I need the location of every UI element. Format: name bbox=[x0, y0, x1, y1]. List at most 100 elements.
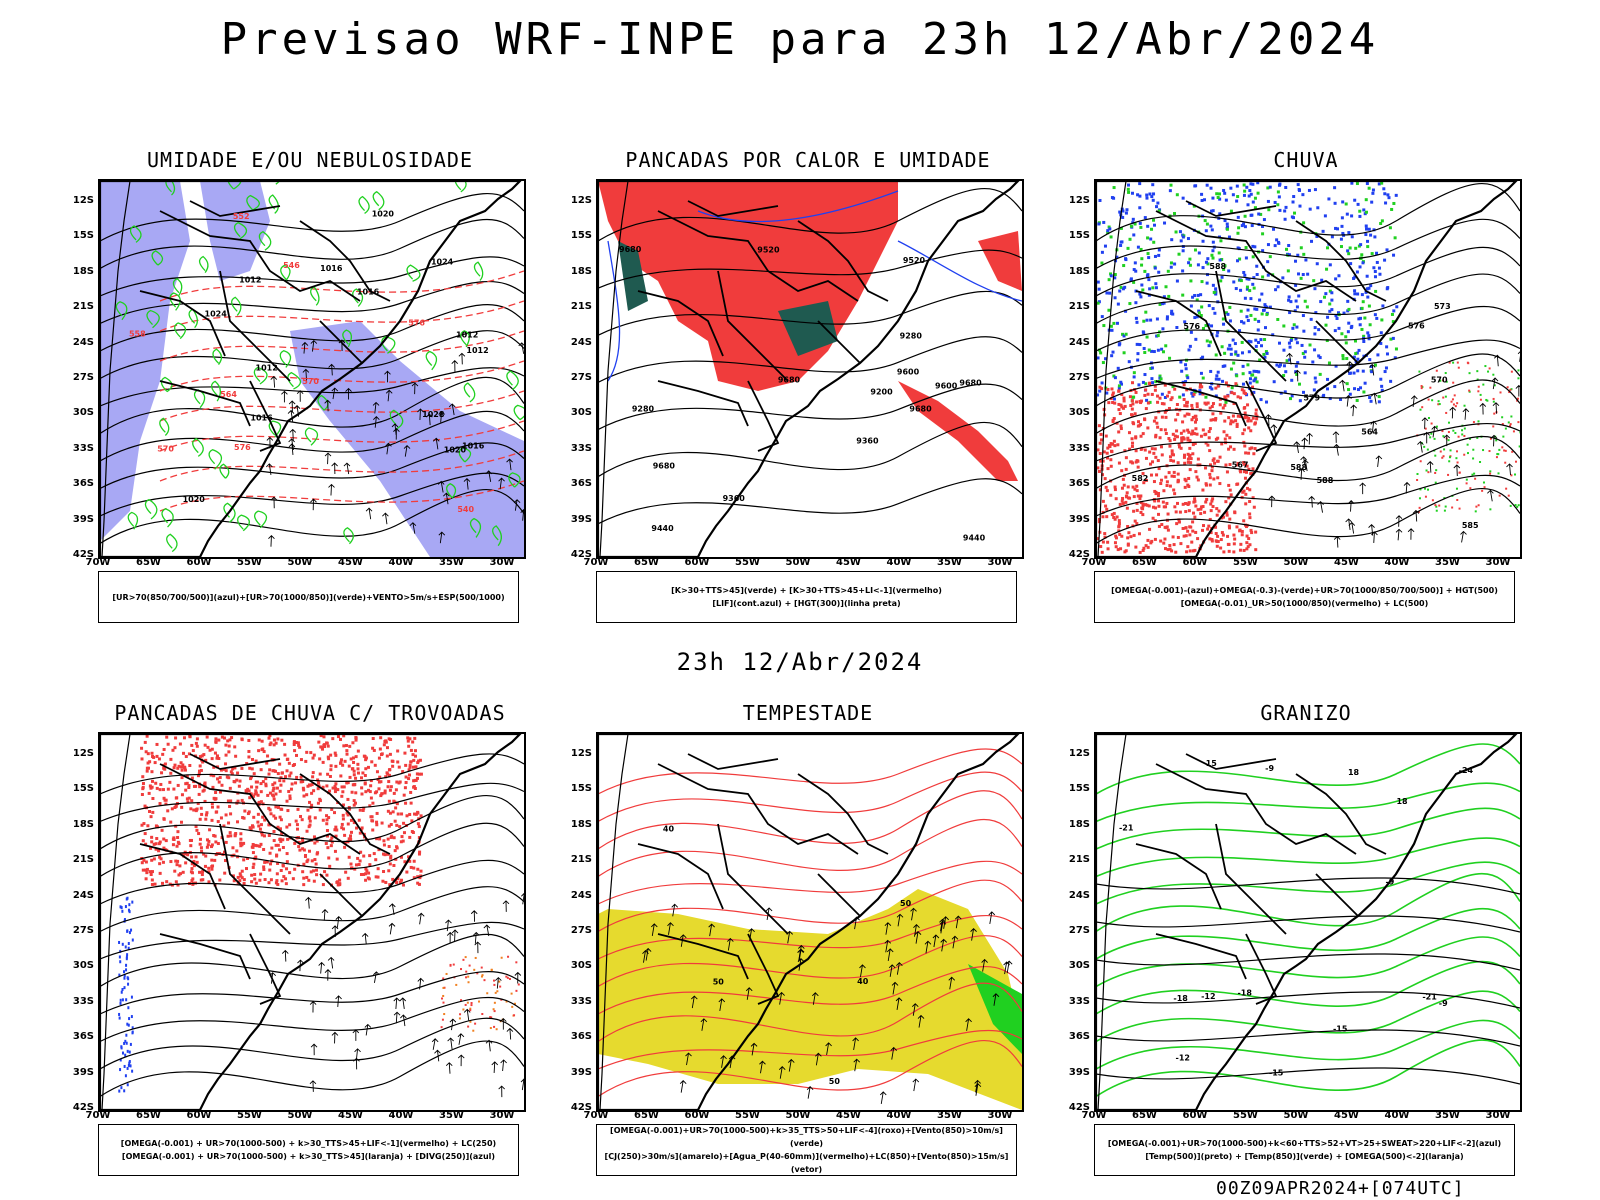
contour-label: 1024 bbox=[205, 309, 228, 318]
contour-label: 9360 bbox=[723, 494, 746, 503]
longitude-tick-label: 55W bbox=[735, 1110, 760, 1121]
contour-label: 1016 bbox=[462, 441, 485, 450]
contour-label: -15 bbox=[1333, 1024, 1348, 1033]
longitude-tick-label: 60W bbox=[186, 557, 212, 568]
longitude-tick-label: 55W bbox=[237, 557, 262, 568]
contour-label: 1016 bbox=[250, 413, 273, 422]
longitude-tick-label: 55W bbox=[1233, 1110, 1258, 1121]
latitude-tick-label: 33S bbox=[72, 995, 94, 1007]
contour-label: -15 bbox=[1269, 1068, 1284, 1077]
latitude-tick-label: 12S bbox=[1068, 748, 1090, 759]
run-timestamp: 00Z09APR2024+[074UTC] bbox=[1216, 1178, 1465, 1199]
latitude-tick-label: 15S bbox=[570, 230, 592, 242]
longitude-tick-label: 35W bbox=[1435, 1110, 1460, 1121]
longitude-tick-label: 70W bbox=[583, 1110, 609, 1121]
panel-title: UMIDADE E/OU NEBULOSIDADE bbox=[146, 148, 474, 172]
longitude-tick-label: 40W bbox=[388, 557, 414, 568]
longitude-tick-label: 40W bbox=[1384, 1110, 1410, 1121]
map-canvas: 9680968096809680968096009600952095209440… bbox=[598, 181, 1022, 557]
contour-label: 1020 bbox=[372, 210, 395, 219]
longitude-tick-label: 70W bbox=[1081, 1110, 1107, 1121]
latitude-tick-label: 39S bbox=[1068, 1066, 1090, 1078]
contour-label: 567 bbox=[1232, 461, 1249, 470]
longitude-tick-label: 45W bbox=[836, 1110, 861, 1121]
longitude-tick-label: 45W bbox=[1334, 557, 1359, 568]
legend-line: [LIF](cont.azul) + [HGT(300)](linha pret… bbox=[712, 599, 901, 608]
longitude-tick-label: 55W bbox=[1233, 557, 1258, 568]
contour-label: 585 bbox=[1462, 521, 1479, 530]
latitude-tick-label: 15S bbox=[72, 230, 94, 242]
latitude-tick-label: 15S bbox=[72, 783, 94, 795]
contour-label: 9440 bbox=[651, 524, 674, 533]
longitude-tick-label: 60W bbox=[684, 1110, 710, 1121]
contour-label: 1016 bbox=[320, 264, 343, 273]
latitude-tick-label: 18S bbox=[570, 265, 592, 277]
panel-legend: [K>30+TTS>45](verde) + [K>30+TTS>45+LI<-… bbox=[596, 571, 1017, 623]
panel-title: PANCADAS POR CALOR E UMIDADE bbox=[625, 148, 991, 172]
longitude-tick-label: 35W bbox=[937, 557, 962, 568]
map-canvas: 50 50 50 40 40 bbox=[598, 734, 1022, 1110]
contour-label: 1020 bbox=[444, 446, 467, 455]
longitude-tick-label: 60W bbox=[1182, 557, 1208, 568]
contour-label: 588 bbox=[1290, 463, 1307, 472]
latitude-tick-label: 42S bbox=[1068, 1102, 1090, 1113]
latitude-tick-label: 42S bbox=[72, 549, 94, 560]
latitude-tick-label: 30S bbox=[72, 407, 94, 419]
longitude-tick-label: 50W bbox=[785, 557, 811, 568]
longitude-tick-label: 60W bbox=[186, 1110, 212, 1121]
longitude-tick-label: 40W bbox=[388, 1110, 414, 1121]
panel-title: GRANIZO bbox=[1260, 701, 1352, 725]
latitude-tick-label: 21S bbox=[570, 854, 592, 866]
contour-label: 9600 bbox=[935, 381, 958, 390]
contour-label: 9680 bbox=[653, 461, 676, 470]
longitude-tick-label: 35W bbox=[937, 1110, 962, 1121]
contour-label: -12 bbox=[1201, 992, 1215, 1001]
longitude-tick-label: 70W bbox=[85, 1110, 111, 1121]
latitude-tick-label: 42S bbox=[1068, 549, 1090, 560]
latitude-tick-label: 39S bbox=[72, 513, 94, 525]
contour-label: -9 bbox=[1265, 764, 1274, 773]
longitude-tick-label: 55W bbox=[237, 1110, 262, 1121]
latitude-tick-label: 12S bbox=[570, 748, 592, 759]
legend-line: [K>30+TTS>45](verde) + [K>30+TTS>45+LI<-… bbox=[671, 586, 942, 595]
forecast-map: 9680 9680 9680 9680 9680 9600 9600 9520 9520 9440… bbox=[596, 179, 1024, 559]
contour-label: -24 bbox=[1459, 766, 1474, 775]
longitude-tick-label: 40W bbox=[886, 557, 912, 568]
longitude-tick-label: 40W bbox=[886, 1110, 912, 1121]
forecast-map: 588 588 585 582 579 576 576 573 570 567 564 588 bbox=[1094, 179, 1522, 559]
contour-label: 570 bbox=[1431, 375, 1448, 384]
legend-line: [CJ(250)>30m/s](amarelo)+[Agua_P(40-60mm… bbox=[604, 1152, 1009, 1174]
longitude-tick-label: 35W bbox=[439, 557, 464, 568]
panel-legend: [OMEGA(-0.001)-(azul)+OMEGA(-0.3)-(verde… bbox=[1094, 571, 1515, 623]
contour-label: 50 bbox=[713, 977, 725, 986]
contour-label: 564 bbox=[220, 390, 237, 399]
legend-line: [OMEGA(-0.01)_UR>50(1000/850)(vermelho) … bbox=[1180, 599, 1429, 608]
longitude-tick-label: 35W bbox=[1435, 557, 1460, 568]
contour-label: 576 bbox=[234, 443, 251, 452]
contour-label: -21 bbox=[1422, 992, 1437, 1001]
longitude-tick-label: 70W bbox=[1081, 557, 1107, 568]
legend-line: [UR>70(850/700/500)](azul)+[UR>70(1000/8… bbox=[112, 592, 505, 602]
latitude-tick-label: 39S bbox=[570, 513, 592, 525]
contour-label: 588 bbox=[1317, 476, 1334, 485]
panel-title: TEMPESTADE bbox=[742, 701, 874, 725]
contour-label: 50 bbox=[900, 899, 912, 908]
latitude-tick-label: 21S bbox=[72, 301, 94, 313]
contour-label: 540 bbox=[457, 505, 474, 514]
latitude-tick-label: 30S bbox=[570, 407, 592, 419]
contour-label: 18 bbox=[1348, 768, 1360, 777]
panel-title: CHUVA bbox=[1273, 148, 1339, 172]
contour-label: 558 bbox=[129, 330, 146, 339]
longitude-tick-label: 30W bbox=[987, 1110, 1013, 1121]
latitude-tick-label: 24S bbox=[72, 336, 94, 348]
forecast-map bbox=[98, 732, 526, 1112]
contour-label: 9520 bbox=[903, 256, 926, 265]
latitude-tick-label: 36S bbox=[1068, 1031, 1090, 1043]
latitude-tick-label: 27S bbox=[72, 372, 94, 383]
latitude-tick-label: 33S bbox=[1068, 442, 1090, 454]
contour-label: 588 bbox=[1209, 262, 1226, 271]
longitude-tick-label: 45W bbox=[338, 1110, 363, 1121]
legend-line: [OMEGA(-0.001) + UR>70(1000-500) + k>30_… bbox=[121, 1152, 496, 1161]
latitude-tick-label: 21S bbox=[72, 854, 94, 866]
longitude-tick-label: 50W bbox=[287, 1110, 313, 1121]
